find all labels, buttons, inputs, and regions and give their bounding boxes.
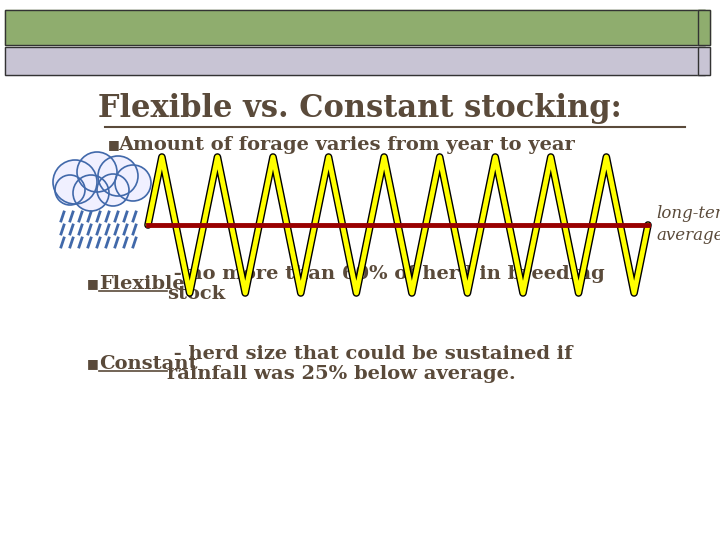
Text: ■: ■: [87, 278, 99, 291]
Bar: [698, 10, 710, 45]
Circle shape: [97, 174, 129, 206]
Circle shape: [115, 165, 151, 201]
Text: - no more than 60% of herd in breeding
stock: - no more than 60% of herd in breeding s…: [167, 265, 605, 303]
Text: - herd size that could be sustained if
rainfall was 25% below average.: - herd size that could be sustained if r…: [167, 345, 572, 383]
Bar: [5, 47, 705, 75]
Text: ■: ■: [87, 357, 99, 370]
Circle shape: [53, 160, 97, 204]
Bar: [698, 47, 710, 75]
Circle shape: [73, 175, 109, 211]
Bar: [5, 10, 705, 45]
Bar: [5, 10, 705, 45]
Text: Flexible: Flexible: [99, 275, 184, 293]
Circle shape: [98, 156, 138, 196]
Text: ■: ■: [108, 138, 120, 152]
Circle shape: [77, 152, 117, 192]
Circle shape: [55, 175, 85, 205]
Text: average: average: [656, 226, 720, 244]
Bar: [698, 10, 710, 45]
Bar: [5, 47, 705, 75]
Bar: [698, 47, 710, 75]
Text: long-term: long-term: [656, 205, 720, 221]
Text: Constant: Constant: [99, 355, 197, 373]
Text: Flexible vs. Constant stocking:: Flexible vs. Constant stocking:: [98, 92, 622, 124]
Text: Amount of forage varies from year to year: Amount of forage varies from year to yea…: [118, 136, 575, 154]
